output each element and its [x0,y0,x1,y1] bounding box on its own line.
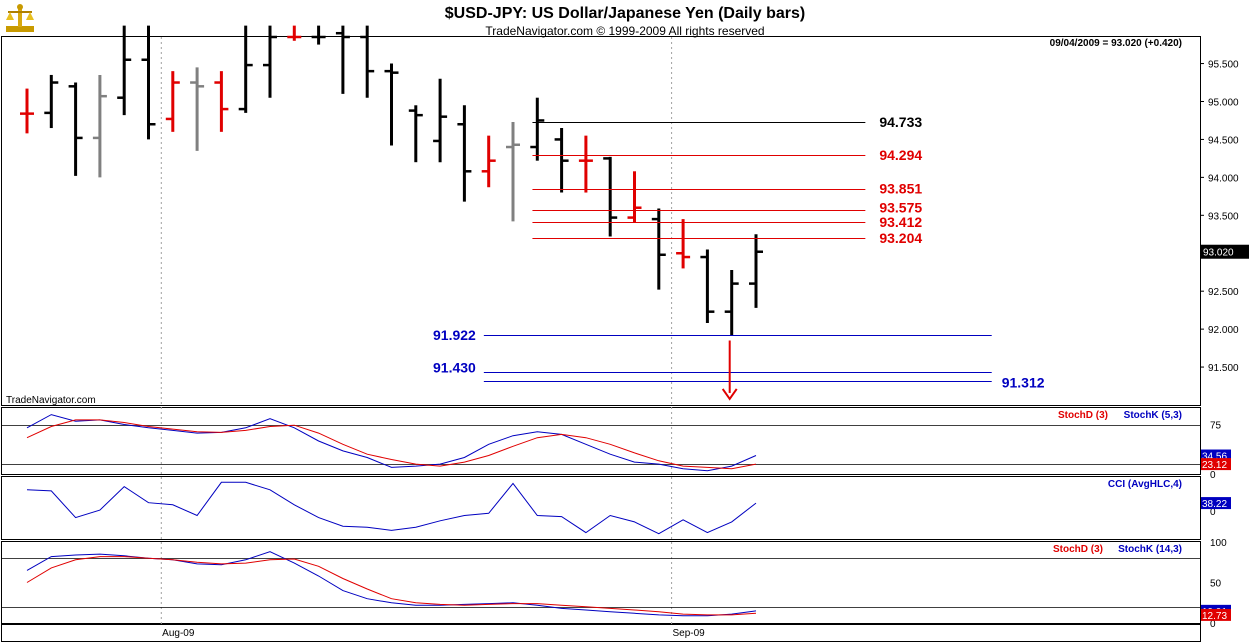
ohlc-bar [311,25,326,45]
level-label: 93.575 [879,200,922,216]
value-tag [1201,458,1231,471]
ohlc-bar [20,88,34,134]
value-tag-label: 38.22 [1202,499,1227,510]
y-tick-label: 93.500 [1208,211,1239,222]
ohlc-bar [530,97,545,161]
indicator-series-line [26,419,757,470]
y-tick-label: 94.000 [1208,173,1239,184]
ohlc-bar [408,105,423,163]
indicator-series-line [26,556,757,616]
ohlc-bar [141,25,156,140]
ohlc-bar [287,25,302,41]
level-label: 91.922 [433,327,476,343]
watermark-text: TradeNavigator.com [6,395,96,406]
ohlc-bar [749,234,763,308]
y-tick-label: 92.500 [1208,287,1239,298]
level-label: 94.733 [879,114,922,130]
copyright-text: TradeNavigator.com © 1999-2009 All right… [485,24,764,38]
ohlc-bar [92,74,107,178]
price-panel-frame [1,36,1201,406]
y-tick-label: 95.000 [1208,97,1239,108]
indicator-series-line [26,414,757,472]
axes: Aug-09 Sep-09 95.500 95.000 94.500 94.000 93.5… [162,60,1249,639]
ohlc-bar [554,128,569,193]
value-tag [1201,608,1231,621]
level-label: 91.312 [1002,374,1045,390]
y-tick-label: 75 [1210,421,1222,432]
ohlc-bar [457,105,472,202]
ohlc-bar [603,156,618,237]
indicator-series-line [26,481,757,535]
last-price-label: 93.020 [1203,248,1234,259]
x-tick-label: Sep-09 [672,628,705,639]
ohlc-bar [384,63,399,146]
legend-label: StochD (3) [1053,544,1103,555]
ohlc-bar [433,78,448,163]
panel-frames [1,36,1201,642]
y-tick-label: 91.500 [1208,363,1239,374]
ohlc-bar [651,208,666,290]
ohlc-bar [627,171,642,223]
y-tick-label: 100 [1210,538,1227,549]
ohlc-bar [117,25,132,116]
value-tag [1201,497,1231,510]
y-tick-label: 0 [1210,619,1216,630]
level-label: 93.851 [879,181,922,197]
x-axis-frame [1,624,1201,642]
header: $USD-JPY: US Dollar/Japanese Yen (Daily … [6,4,805,38]
level-label: 93.204 [879,230,922,246]
last-price-tag [1201,244,1249,259]
legend-label: StochD (3) [1058,410,1108,421]
ohlc-bar [481,135,496,188]
down-arrow-head [721,388,738,401]
legend-label: StochK (14,3) [1118,544,1182,555]
ohlc-bar [214,71,229,132]
ohlc-bar [165,71,180,132]
ohlc-bar [676,219,691,269]
ohlc-bar [238,25,253,113]
y-tick-label: 50 [1210,579,1222,590]
ohlc-bar [360,25,375,98]
x-tick-label: Aug-09 [162,628,195,639]
price-plot [20,25,763,336]
level-label: 94.294 [879,147,922,163]
ohlc-bar [700,249,715,324]
value-tag-label: 12.73 [1202,611,1227,622]
ohlc-bar [263,25,277,98]
stoch5-panel-frame [1,407,1201,475]
y-tick-label: 0 [1210,507,1216,518]
ohlc-bar [506,121,520,222]
level-label: 91.430 [433,359,476,375]
legend-label: CCI (AvgHLC,4) [1108,479,1182,490]
ohlc-bar [578,135,593,193]
y-tick-label: 0 [1210,470,1216,481]
chart-title: $USD-JPY: US Dollar/Japanese Yen (Daily … [445,5,805,22]
y-tick-label: 95.500 [1208,60,1239,71]
y-tick-label: 94.500 [1208,135,1239,146]
ohlc-bar [68,82,83,176]
indicator-plots: StochD (3) StochK (5,3) CCI (AvgHLC,4) Stoc… [2,410,1200,617]
y-tick-label: 92.000 [1208,325,1239,336]
cci-panel-frame [1,476,1201,540]
scales-logo-icon [6,4,34,32]
level-label: 93.412 [879,214,922,230]
legend-label: StochK (5,3) [1124,410,1182,421]
indicator-series-line [26,551,757,617]
value-tag-label: 34.56 [1202,452,1227,463]
stoch14-panel-frame [1,541,1201,624]
ohlc-bar [44,74,59,129]
last-quote-text: 09/04/2009 = 93.020 (+0.420) [1050,38,1182,49]
ohlc-bar [724,269,739,336]
ohlc-bar [335,25,350,94]
ohlc-bar [190,67,205,151]
value-tag-label: 23.12 [1202,460,1227,471]
